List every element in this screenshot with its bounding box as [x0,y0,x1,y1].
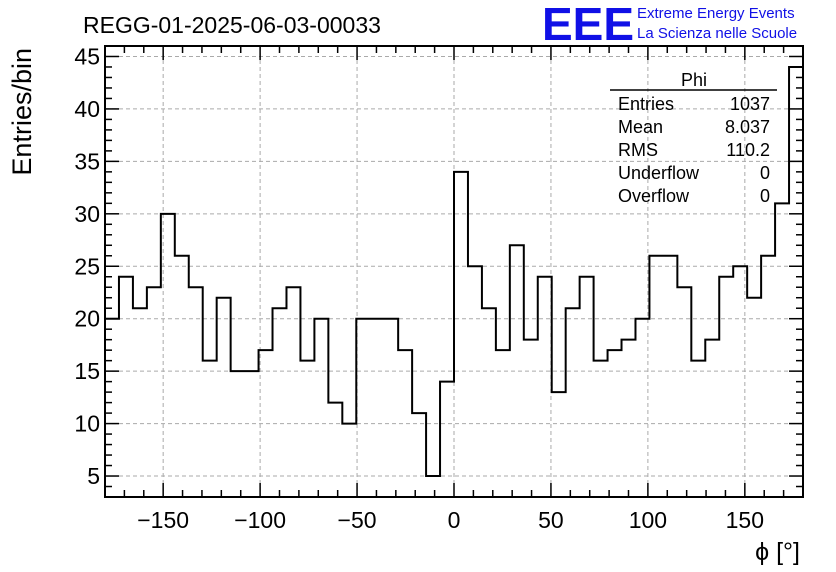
histogram-bin [259,350,273,497]
y-tick-label: 25 [74,253,100,279]
histogram-bin [468,266,482,497]
histogram-series [105,65,803,497]
histogram-bin [635,319,649,497]
y-axis: 5 10 15 20 25 30 35 40 45 [74,43,803,489]
eee-logo-mark: EEE [542,0,634,50]
x-tick-label: 150 [726,507,764,533]
x-tick-label: 50 [538,507,564,533]
y-tick-label: 40 [74,96,100,122]
histogram-bin [217,298,231,497]
histogram-bin [245,371,259,497]
stats-row-value: 0 [760,186,770,206]
eee-logo-line1: Extreme Energy Events [637,5,795,22]
y-tick-label: 30 [74,201,100,227]
stats-box: Phi Entries 1037 Mean 8.037 RMS 110.2 Underflo… [610,70,777,206]
histogram-bin [119,277,133,497]
x-tick-label: 100 [629,507,667,533]
histogram-bin [761,256,775,497]
histogram-bin [552,392,566,497]
stats-row-value: 0 [760,163,770,183]
histogram-bin [496,350,510,497]
y-tick-label: 20 [74,306,100,332]
histogram-bin [677,287,691,497]
histogram-bin [775,203,789,497]
stats-row-label: Overflow [618,186,690,206]
histogram-bin [314,319,328,497]
histogram-bin [426,476,440,497]
histogram-bin [649,256,663,497]
histogram-bin [398,350,412,497]
histogram-bin [608,350,622,497]
histogram-outline [105,65,803,478]
histogram-bin [524,340,538,497]
histogram-bin [454,172,468,497]
x-axis: −150 −100 −50 0 50 100 150 [104,46,804,533]
x-tick-label: 0 [448,507,461,533]
histogram-bin [231,371,245,497]
histogram-bin [622,340,636,497]
histogram-bin [789,67,803,497]
x-tick-label: −100 [234,507,286,533]
histogram-bin [203,361,217,497]
histogram-bin [370,319,384,497]
histogram-bin [747,298,761,497]
histogram-bin [147,287,161,497]
stats-row-label: Entries [618,94,674,114]
histogram-bin [273,308,287,497]
y-tick-label: 45 [74,43,100,69]
histogram-bin [286,287,300,497]
stats-row-value: 110.2 [726,140,770,160]
stats-row-label: RMS [618,140,658,160]
eee-logo-line2: La Scienza nelle Scuole [637,25,797,42]
histogram-bin [510,245,524,497]
histogram-bin [566,308,580,497]
histogram-bin [189,287,203,497]
y-tick-label: 5 [87,463,100,489]
y-tick-label: 35 [74,148,100,174]
histogram-bin [733,266,747,497]
x-axis-label: ϕ [°] [755,538,800,566]
stats-row-label: Underflow [618,163,700,183]
histogram-bin [384,319,398,497]
histogram-bin [691,361,705,497]
chart-title: REGG-01-2025-06-03-00033 [83,12,381,38]
histogram-bin [175,256,189,497]
histogram-bin [719,277,733,497]
histogram-bin [440,382,454,497]
stats-row-value: 1037 [730,94,770,114]
histogram-bin [356,319,370,497]
x-tick-label: −50 [338,507,377,533]
histogram-bin [133,308,147,497]
histogram-bin [342,424,356,497]
y-tick-label: 10 [74,411,100,437]
histogram-bin [538,277,552,497]
histogram-bin [105,319,119,497]
histogram-bin [663,256,677,497]
y-tick-label: 15 [74,358,100,384]
histogram-bin [705,340,719,497]
histogram-bin [594,361,608,497]
histogram-bin [482,308,496,497]
stats-row-label: Mean [618,117,663,137]
stats-title: Phi [681,70,707,90]
stats-rows: Entries 1037 Mean 8.037 RMS 110.2 Underflow 0 Ov… [618,94,770,206]
histogram-bin [161,214,175,497]
histogram-bin [580,277,594,497]
eee-logo: EEE Extreme Energy Events La Scienza nel… [542,0,797,50]
y-axis-label: Entries/bin [7,48,37,176]
stats-row-value: 8.037 [725,117,770,137]
x-tick-label: −150 [137,507,189,533]
histogram-bin [328,403,342,497]
histogram-bin [300,361,314,497]
histogram-bin [412,413,426,497]
